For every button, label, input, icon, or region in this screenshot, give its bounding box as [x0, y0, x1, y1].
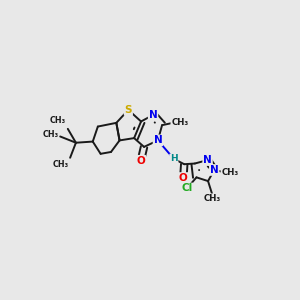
Text: S: S — [124, 105, 132, 115]
Text: CH₃: CH₃ — [203, 194, 220, 203]
Text: N: N — [203, 155, 212, 165]
Text: CH₃: CH₃ — [171, 118, 188, 127]
Text: N: N — [154, 135, 162, 146]
Text: O: O — [136, 156, 145, 166]
Text: O: O — [179, 173, 188, 183]
Text: N: N — [210, 165, 219, 175]
Text: CH₃: CH₃ — [221, 168, 239, 177]
Text: CH₃: CH₃ — [42, 130, 58, 139]
Text: CH₃: CH₃ — [50, 116, 65, 125]
Text: CH₃: CH₃ — [53, 160, 69, 169]
Text: N: N — [149, 110, 158, 120]
Text: H: H — [170, 154, 178, 164]
Text: Cl: Cl — [181, 184, 192, 194]
